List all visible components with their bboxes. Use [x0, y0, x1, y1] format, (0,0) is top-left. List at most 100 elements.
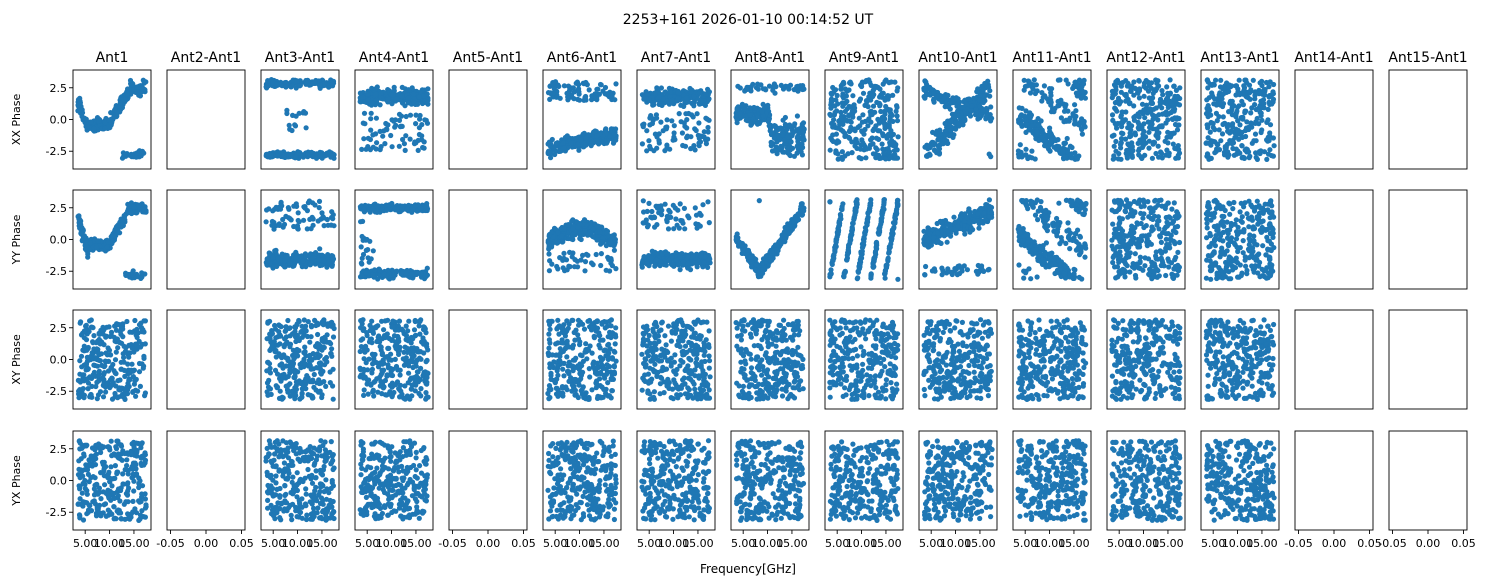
scatter-point	[987, 94, 992, 99]
scatter-point	[1237, 92, 1242, 97]
scatter-point	[834, 132, 839, 137]
scatter-point	[275, 153, 280, 158]
scatter-point	[1159, 88, 1164, 93]
scatter-point	[270, 208, 275, 213]
scatter-point	[850, 108, 855, 113]
scatter-point	[828, 148, 833, 153]
scatter-point	[931, 142, 936, 147]
scatter-point	[118, 100, 123, 105]
scatter-point	[547, 149, 552, 154]
scatter-point	[359, 244, 364, 249]
scatter-point	[860, 140, 865, 145]
scatter-point	[96, 119, 101, 124]
scatter-point	[611, 243, 616, 248]
scatter-point	[365, 247, 370, 252]
scatter-point	[1151, 140, 1156, 145]
scatter-point	[1113, 85, 1118, 90]
scatter-point	[139, 270, 144, 275]
subplot-title: Ant9-Ant1	[829, 50, 899, 66]
scatter-point	[1049, 86, 1054, 91]
scatter-point	[861, 132, 866, 137]
scatter-point	[143, 79, 148, 84]
scatter-point	[293, 255, 298, 260]
scatter-point	[312, 202, 317, 207]
scatter-point	[829, 100, 834, 105]
scatter-point	[1205, 151, 1210, 156]
scatter-point	[419, 122, 424, 127]
scatter-point	[775, 151, 780, 156]
scatter-point	[1231, 103, 1236, 108]
scatter-point	[957, 120, 962, 125]
scatter-point	[300, 152, 305, 157]
scatter-point	[1027, 79, 1032, 84]
scatter-point	[562, 268, 567, 273]
scatter-point	[607, 268, 612, 273]
scatter-point	[867, 80, 872, 85]
scatter-point	[1230, 141, 1235, 146]
scatter-point	[1131, 79, 1136, 84]
scatter-point	[577, 236, 582, 241]
scatter-point	[858, 147, 863, 152]
scatter-point	[1241, 83, 1246, 88]
scatter-point	[137, 203, 142, 208]
scatter-point	[595, 223, 600, 228]
scatter-point	[1237, 151, 1242, 156]
scatter-point	[644, 261, 649, 266]
scatter-point	[269, 223, 274, 228]
scatter-point	[564, 91, 569, 96]
scatter-point	[1024, 118, 1029, 123]
scatter-point	[1155, 136, 1160, 141]
scatter-point	[1261, 101, 1266, 106]
scatter-point	[1116, 156, 1121, 161]
scatter-point	[1075, 122, 1080, 127]
subplot: Ant11-Ant1	[1012, 50, 1091, 169]
scatter-point	[371, 206, 376, 211]
scatter-point	[566, 236, 571, 241]
scatter-point	[1150, 156, 1155, 161]
scatter-point	[1230, 121, 1235, 126]
plot-frame	[261, 190, 339, 289]
scatter-point	[591, 93, 596, 98]
scatter-point	[599, 82, 604, 87]
scatter-point	[680, 218, 685, 223]
scatter-point	[1036, 123, 1041, 128]
scatter-point	[962, 117, 967, 122]
scatter-point	[289, 83, 294, 88]
scatter-point	[116, 222, 121, 227]
scatter-point	[1208, 113, 1213, 118]
scatter-point	[384, 208, 389, 213]
scatter-point	[671, 203, 676, 208]
scatter-point	[551, 90, 556, 95]
scatter-point	[684, 96, 689, 101]
scatter-point	[1113, 149, 1118, 154]
scatter-point	[871, 88, 876, 93]
scatter-point	[1022, 88, 1027, 93]
scatter-point	[640, 141, 645, 146]
figure-title: 2253+161 2026-01-10 00:14:52 UT	[623, 12, 874, 28]
y-tick-label: -2.5	[46, 145, 67, 158]
scatter-point	[595, 139, 600, 144]
scatter-point	[600, 89, 605, 94]
scatter-point	[547, 97, 552, 102]
scatter-point	[767, 123, 772, 128]
scatter-point	[1133, 132, 1138, 137]
scatter-point	[658, 120, 663, 125]
scatter-point	[782, 138, 787, 143]
scatter-point	[969, 103, 974, 108]
scatter-point	[895, 88, 900, 93]
scatter-point	[1113, 100, 1118, 105]
scatter-point	[420, 145, 425, 150]
scatter-point	[782, 150, 787, 155]
scatter-point	[382, 141, 387, 146]
scatter-point	[1080, 132, 1085, 137]
scatter-point	[777, 137, 782, 142]
scatter-point	[672, 123, 677, 128]
scatter-point	[599, 251, 604, 256]
scatter-point	[1240, 115, 1245, 120]
scatter-point	[680, 130, 685, 135]
subplot-title: Ant11-Ant1	[1012, 50, 1091, 66]
scatter-point	[1147, 81, 1152, 86]
scatter-point	[546, 90, 551, 95]
row-ylabel: YY Phase	[10, 214, 23, 265]
